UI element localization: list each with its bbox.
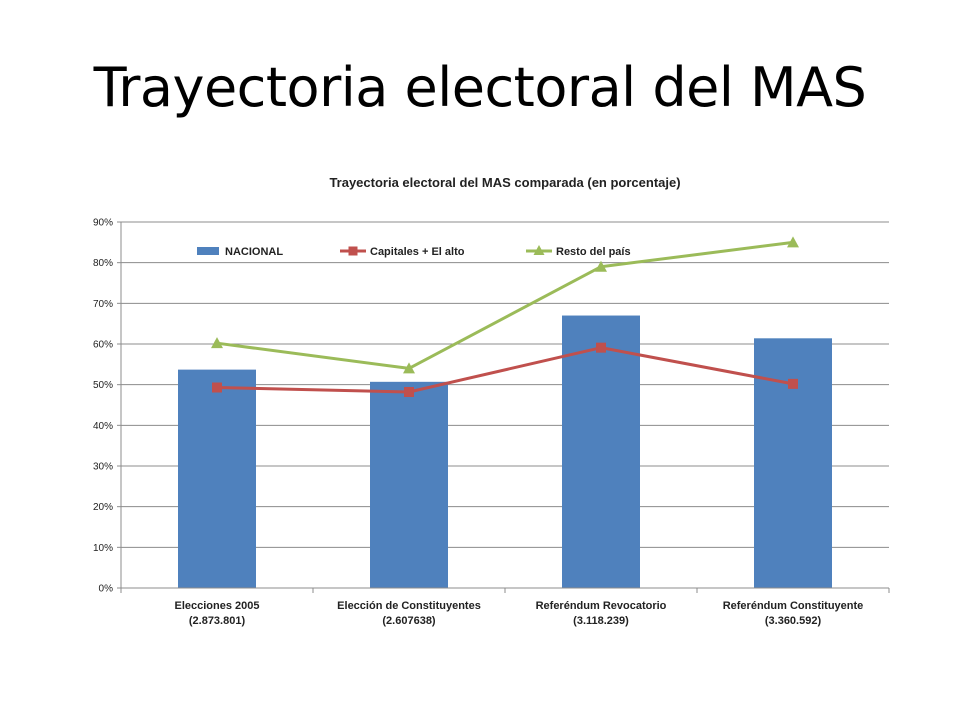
point-marker — [595, 260, 607, 272]
legend-label: Capitales + El alto — [370, 246, 465, 258]
point-marker — [596, 342, 606, 353]
point-marker — [212, 382, 222, 393]
x-tick-label: Referéndum Constituyente — [723, 600, 864, 612]
point-marker — [788, 378, 798, 389]
series-line — [216, 346, 794, 394]
x-tick-label: (3.360.592) — [765, 615, 822, 627]
bar — [178, 369, 256, 588]
bar — [754, 338, 832, 588]
bar — [562, 315, 640, 588]
bar — [370, 381, 448, 588]
point-marker — [211, 337, 223, 349]
y-tick-label: 50% — [93, 380, 113, 391]
legend-label: Resto del país — [556, 246, 631, 258]
point-marker — [787, 236, 799, 248]
point-marker — [404, 386, 414, 397]
x-tick-label: Elección de Constituyentes — [337, 600, 481, 612]
x-tick-label: Elecciones 2005 — [174, 600, 259, 612]
x-tick-label: (2.873.801) — [189, 615, 246, 627]
y-tick-label: 10% — [93, 543, 113, 554]
axes — [120, 222, 890, 593]
x-tick-label: (2.607638) — [382, 615, 436, 627]
legend-label: NACIONAL — [225, 246, 283, 258]
bar-series — [178, 315, 832, 588]
y-tick-label: 20% — [93, 502, 113, 513]
point-marker — [403, 362, 415, 374]
legend-swatch — [197, 247, 219, 255]
y-tick-label: 60% — [93, 340, 113, 351]
y-tick-label: 40% — [93, 421, 113, 432]
series-line — [216, 240, 794, 370]
line-series — [211, 236, 799, 397]
legend: NACIONAL Capitales + El alto Resto del paí… — [197, 245, 631, 258]
legend-marker — [533, 245, 545, 255]
y-tick-label: 90% — [93, 218, 113, 229]
y-tick-label: 80% — [93, 258, 113, 269]
chart-title: Trayectoria electoral del MAS comparada … — [329, 175, 680, 190]
x-tick-label: Referéndum Revocatorio — [536, 600, 667, 612]
y-tick-label: 70% — [93, 299, 113, 310]
legend-marker — [348, 246, 358, 256]
y-axis-ticks: 0% 10% 20% 30% 40% 50% 60% 70% 80% 90% — [93, 218, 121, 595]
x-tick-label: (3.118.239) — [573, 615, 629, 627]
y-tick-label: 0% — [99, 584, 114, 595]
y-tick-label: 30% — [93, 462, 113, 473]
x-axis-labels: Elecciones 2005 (2.873.801) Elección de Co… — [174, 600, 863, 627]
slide-title: Trayectoria electoral del MAS — [93, 56, 867, 119]
